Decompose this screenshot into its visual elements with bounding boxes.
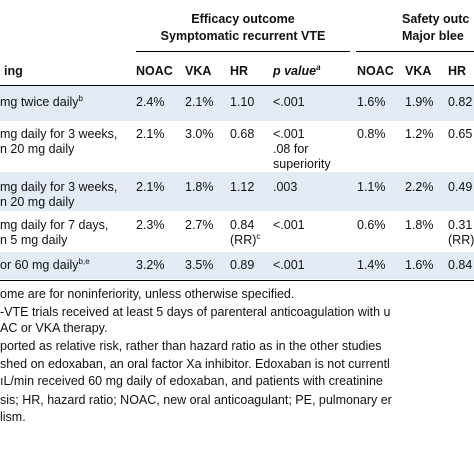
col-p-value: p valuea (273, 62, 321, 78)
dosing-cell: mg twice dailyb (0, 93, 83, 109)
safety-rule (356, 51, 474, 52)
col-noac: NOAC (136, 64, 173, 78)
hr-cell: 1.10 (230, 95, 255, 109)
vka-cell: 2.7% (185, 218, 214, 232)
vka-safety-cell: 2.2% (405, 180, 434, 194)
noac-safety-cell: 0.6% (357, 218, 386, 232)
header-rule (0, 85, 474, 86)
p-cell: <.001 (273, 258, 305, 272)
col-vka: VKA (185, 64, 212, 78)
p-cell: .003 (273, 180, 298, 194)
hr-cell: 0.89 (230, 258, 255, 272)
noac-safety-cell: 1.1% (357, 180, 386, 194)
noac-safety-cell: 0.8% (357, 127, 386, 141)
p-cell: <.001 .08 for superiority (273, 127, 331, 171)
dosing-cell: or 60 mg dailyb,e (0, 256, 90, 272)
col-hr: HR (230, 64, 249, 78)
col-dosing: ing (4, 64, 23, 78)
vka-cell: 1.8% (185, 180, 214, 194)
col-noac-safety: NOAC (357, 64, 394, 78)
footnote: lism. (0, 410, 26, 424)
vka-safety-cell: 1.8% (405, 218, 434, 232)
efficacy-rule (136, 51, 350, 52)
dosing-cell: mg daily for 3 weeks, n 20 mg daily (0, 127, 118, 156)
table-bottom-rule (0, 280, 474, 281)
row-shade-3 (0, 172, 474, 211)
vka-cell: 2.1% (185, 95, 214, 109)
vka-safety-cell: 1.2% (405, 127, 434, 141)
col-hr-safety: HR (448, 64, 467, 78)
dosing-cell: mg daily for 7 days, n 5 mg daily (0, 218, 109, 247)
noac-cell: 2.4% (136, 95, 165, 109)
row-shade-5 (0, 252, 474, 279)
noac-cell: 2.1% (136, 127, 165, 141)
vka-cell: 3.5% (185, 258, 214, 272)
noac-cell: 2.1% (136, 180, 165, 194)
noac-cell: 3.2% (136, 258, 165, 272)
noac-safety-cell: 1.4% (357, 258, 386, 272)
noac-cell: 2.3% (136, 218, 165, 232)
vka-safety-cell: 1.6% (405, 258, 434, 272)
footnote: sis; HR, hazard ratio; NOAC, new oral an… (0, 393, 392, 407)
hr-safety-cell: 0.31 (RR) (448, 218, 474, 247)
p-cell: <.001 (273, 218, 305, 232)
footnote: ported as relative risk, rather than haz… (0, 339, 382, 353)
dosing-cell: mg daily for 3 weeks, n 20 mg daily (0, 180, 118, 209)
hr-safety-cell: 0.49 (448, 180, 473, 194)
row-shade-1 (0, 86, 474, 121)
footnote: ome are for noninferiority, unless other… (0, 287, 295, 301)
hr-cell: 1.12 (230, 180, 255, 194)
efficacy-title: Efficacy outcome Symptomatic recurrent V… (160, 12, 326, 43)
vka-cell: 3.0% (185, 127, 214, 141)
vka-safety-cell: 1.9% (405, 95, 434, 109)
p-cell: <.001 (273, 95, 305, 109)
footnote: -VTE trials received at least 5 days of … (0, 305, 391, 319)
noac-safety-cell: 1.6% (357, 95, 386, 109)
safety-title: Safety outc Major blee (402, 12, 470, 43)
footnote: ıL/min received 60 mg daily of edoxaban,… (0, 374, 383, 388)
hr-safety-cell: 0.65 (448, 127, 473, 141)
hr-cell: 0.84 (RR)c (230, 218, 261, 247)
hr-cell: 0.68 (230, 127, 255, 141)
footnote: AC or VKA therapy. (0, 321, 108, 335)
hr-safety-cell: 0.84 (448, 258, 473, 272)
col-vka-safety: VKA (405, 64, 432, 78)
hr-safety-cell: 0.82 (448, 95, 473, 109)
footnote: shed on edoxaban, an oral factor Xa inhi… (0, 357, 390, 371)
